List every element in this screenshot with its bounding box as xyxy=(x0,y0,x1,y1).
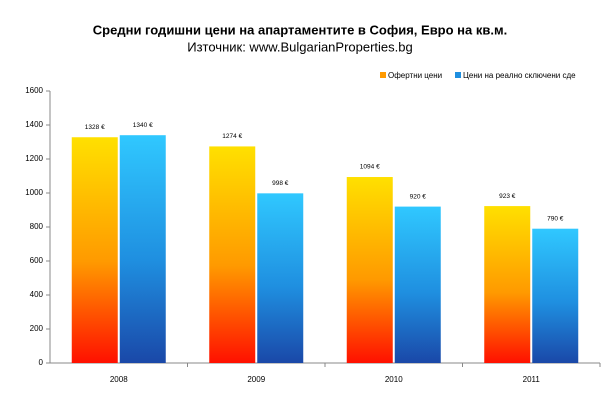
x-tick-label: 2008 xyxy=(110,375,128,384)
bar xyxy=(394,206,441,363)
x-tick-label: 2010 xyxy=(385,375,403,384)
bar xyxy=(71,137,118,363)
legend-label: Цени на реално сключени сде xyxy=(463,71,576,80)
value-label: 923 € xyxy=(499,193,516,200)
bar xyxy=(484,206,531,363)
value-label: 790 € xyxy=(547,215,564,222)
chart-title: Средни годишни цени на апартаментите в С… xyxy=(93,22,507,37)
bar xyxy=(257,193,304,363)
value-label: 1340 € xyxy=(133,122,153,129)
y-tick-label: 1000 xyxy=(25,188,43,197)
y-tick-label: 1400 xyxy=(25,120,43,129)
value-label: 998 € xyxy=(272,180,289,187)
y-tick-label: 600 xyxy=(30,256,44,265)
value-label: 920 € xyxy=(410,193,427,200)
value-label: 1274 € xyxy=(222,133,242,140)
x-tick-label: 2011 xyxy=(523,375,541,384)
value-label: 1328 € xyxy=(85,124,105,131)
bar xyxy=(209,146,256,363)
chart-subtitle: Източник: www.BulgarianProperties.bg xyxy=(187,39,413,54)
y-tick-label: 0 xyxy=(39,358,44,367)
y-tick-label: 1200 xyxy=(25,154,43,163)
legend-label: Офертни цени xyxy=(388,71,442,80)
bar xyxy=(346,177,393,363)
y-tick-label: 400 xyxy=(30,290,44,299)
legend-marker xyxy=(380,72,386,78)
y-tick-label: 800 xyxy=(30,222,44,231)
legend-marker xyxy=(455,72,461,78)
y-tick-label: 1600 xyxy=(25,86,43,95)
bar xyxy=(119,135,166,363)
bar xyxy=(532,228,579,363)
y-tick-label: 200 xyxy=(30,324,44,333)
value-label: 1094 € xyxy=(360,164,380,171)
x-tick-label: 2009 xyxy=(247,375,265,384)
